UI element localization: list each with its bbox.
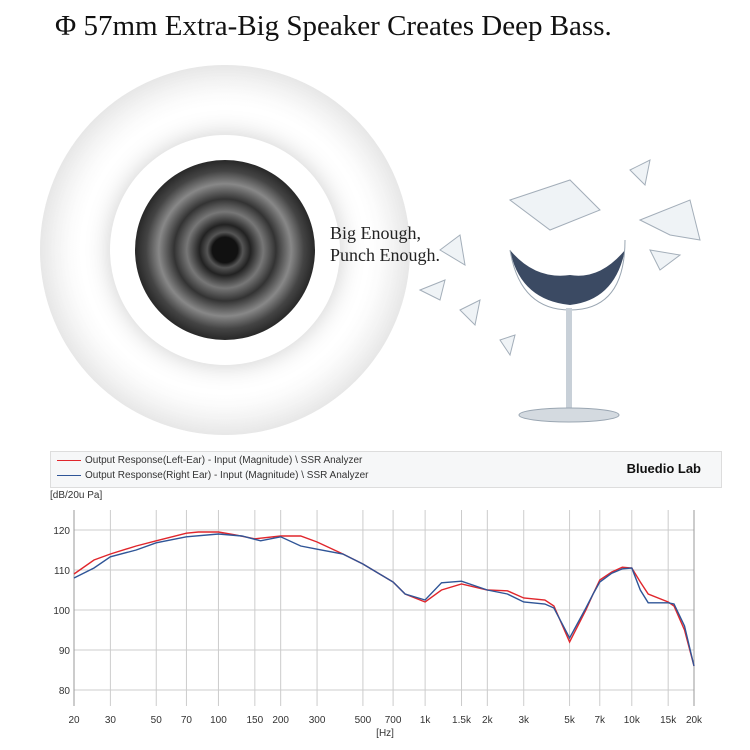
x-tick-label: 1.5k <box>452 715 472 726</box>
legend-item-left-ear: Output Response(Left-Ear) - Input (Magni… <box>57 455 362 466</box>
x-tick-label: 700 <box>385 715 402 726</box>
y-tick-label: 100 <box>53 606 70 617</box>
x-tick-label: 30 <box>105 715 117 726</box>
y-tick-label: 90 <box>59 646 71 657</box>
x-tick-label: 2k <box>482 715 494 726</box>
x-tick-label: 3k <box>518 715 530 726</box>
x-axis-label: [Hz] <box>376 728 394 739</box>
legend-swatch-red <box>57 459 81 462</box>
x-tick-label: 10k <box>624 715 641 726</box>
headline: Φ 57mm Extra-Big Speaker Creates Deep Ba… <box>55 10 612 42</box>
series-line-left-ear <box>73 531 695 667</box>
x-tick-label: 70 <box>181 715 193 726</box>
x-tick-label: 7k <box>594 715 606 726</box>
x-tick-label: 300 <box>309 715 326 726</box>
y-axis-label: [dB/20u Pa] <box>50 490 103 501</box>
x-tick-label: 150 <box>247 715 264 726</box>
x-tick-label: 20k <box>686 715 703 726</box>
chart-legend: Output Response(Left-Ear) - Input (Magni… <box>50 451 722 488</box>
brand-label: Bluedio Lab <box>626 461 701 476</box>
legend-item-right-ear: Output Response(Right Ear) - Input (Magn… <box>57 470 368 481</box>
x-tick-label: 500 <box>355 715 372 726</box>
series-line-right-ear <box>73 533 695 667</box>
tagline: Big Enough, Punch Enough. <box>330 222 440 266</box>
shattering-wine-glass-image <box>418 159 701 423</box>
x-tick-label: 50 <box>151 715 163 726</box>
speaker-driver-image <box>135 160 315 340</box>
tagline-line-2: Punch Enough. <box>330 245 440 265</box>
legend-swatch-blue <box>57 474 81 477</box>
x-tick-label: 200 <box>272 715 289 726</box>
x-tick-label: 1k <box>420 715 432 726</box>
x-tick-label: 100 <box>210 715 227 726</box>
y-tick-label: 120 <box>53 526 70 537</box>
tagline-line-1: Big Enough, <box>330 223 422 243</box>
legend-label: Output Response(Right Ear) - Input (Magn… <box>85 470 369 481</box>
x-tick-label: 5k <box>564 715 576 726</box>
x-tick-label: 15k <box>660 715 677 726</box>
x-tick-label: 20 <box>68 715 80 726</box>
y-tick-label: 80 <box>59 686 71 697</box>
y-tick-label: 110 <box>54 566 70 577</box>
legend-label: Output Response(Left-Ear) - Input (Magni… <box>85 455 363 466</box>
